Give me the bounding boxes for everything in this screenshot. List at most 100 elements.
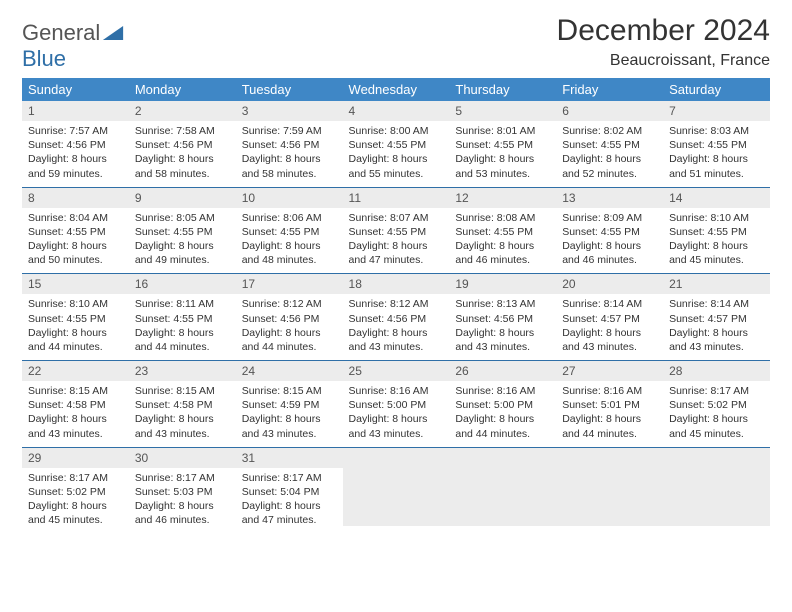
calendar-day-cell: 3Sunrise: 7:59 AMSunset: 4:56 PMDaylight…	[236, 101, 343, 187]
page-title: December 2024	[557, 14, 770, 48]
day-details: Sunrise: 7:57 AMSunset: 4:56 PMDaylight:…	[22, 121, 129, 187]
empty-day	[556, 448, 663, 468]
day-details: Sunrise: 8:11 AMSunset: 4:55 PMDaylight:…	[129, 294, 236, 360]
day-number: 23	[129, 361, 236, 381]
day-number: 28	[663, 361, 770, 381]
logo-word2: Blue	[22, 46, 66, 71]
empty-day	[449, 448, 556, 468]
calendar-day-cell: 16Sunrise: 8:11 AMSunset: 4:55 PMDayligh…	[129, 274, 236, 361]
calendar-day-cell	[556, 447, 663, 533]
day-number: 24	[236, 361, 343, 381]
logo-word1: General	[22, 20, 100, 45]
calendar-day-cell: 24Sunrise: 8:15 AMSunset: 4:59 PMDayligh…	[236, 361, 343, 448]
day-number: 16	[129, 274, 236, 294]
calendar-day-cell: 30Sunrise: 8:17 AMSunset: 5:03 PMDayligh…	[129, 447, 236, 533]
day-details: Sunrise: 8:10 AMSunset: 4:55 PMDaylight:…	[22, 294, 129, 360]
weekday-header: Tuesday	[236, 78, 343, 101]
calendar-day-cell: 14Sunrise: 8:10 AMSunset: 4:55 PMDayligh…	[663, 187, 770, 274]
calendar-day-cell: 4Sunrise: 8:00 AMSunset: 4:55 PMDaylight…	[343, 101, 450, 187]
logo-triangle-icon	[102, 26, 124, 40]
day-details: Sunrise: 8:14 AMSunset: 4:57 PMDaylight:…	[663, 294, 770, 360]
header: GeneralBlue December 2024 Beaucroissant,…	[22, 14, 770, 72]
calendar-day-cell: 7Sunrise: 8:03 AMSunset: 4:55 PMDaylight…	[663, 101, 770, 187]
calendar-day-cell: 25Sunrise: 8:16 AMSunset: 5:00 PMDayligh…	[343, 361, 450, 448]
weekday-header: Sunday	[22, 78, 129, 101]
day-details: Sunrise: 8:13 AMSunset: 4:56 PMDaylight:…	[449, 294, 556, 360]
calendar-day-cell: 22Sunrise: 8:15 AMSunset: 4:58 PMDayligh…	[22, 361, 129, 448]
calendar-day-cell: 19Sunrise: 8:13 AMSunset: 4:56 PMDayligh…	[449, 274, 556, 361]
day-details: Sunrise: 8:17 AMSunset: 5:03 PMDaylight:…	[129, 468, 236, 534]
weekday-header: Thursday	[449, 78, 556, 101]
day-details: Sunrise: 8:03 AMSunset: 4:55 PMDaylight:…	[663, 121, 770, 187]
day-number: 6	[556, 101, 663, 121]
calendar-day-cell: 2Sunrise: 7:58 AMSunset: 4:56 PMDaylight…	[129, 101, 236, 187]
calendar-day-cell: 29Sunrise: 8:17 AMSunset: 5:02 PMDayligh…	[22, 447, 129, 533]
day-details: Sunrise: 8:16 AMSunset: 5:01 PMDaylight:…	[556, 381, 663, 447]
day-details: Sunrise: 8:15 AMSunset: 4:59 PMDaylight:…	[236, 381, 343, 447]
calendar-day-cell: 31Sunrise: 8:17 AMSunset: 5:04 PMDayligh…	[236, 447, 343, 533]
day-number: 17	[236, 274, 343, 294]
calendar-week-row: 29Sunrise: 8:17 AMSunset: 5:02 PMDayligh…	[22, 447, 770, 533]
day-details: Sunrise: 8:17 AMSunset: 5:02 PMDaylight:…	[22, 468, 129, 534]
day-details: Sunrise: 8:15 AMSunset: 4:58 PMDaylight:…	[129, 381, 236, 447]
calendar-day-cell: 23Sunrise: 8:15 AMSunset: 4:58 PMDayligh…	[129, 361, 236, 448]
weekday-header: Monday	[129, 78, 236, 101]
day-number: 10	[236, 188, 343, 208]
day-number: 14	[663, 188, 770, 208]
empty-day	[343, 448, 450, 468]
calendar-day-cell: 13Sunrise: 8:09 AMSunset: 4:55 PMDayligh…	[556, 187, 663, 274]
day-details: Sunrise: 8:05 AMSunset: 4:55 PMDaylight:…	[129, 208, 236, 274]
day-number: 20	[556, 274, 663, 294]
day-details: Sunrise: 8:09 AMSunset: 4:55 PMDaylight:…	[556, 208, 663, 274]
day-number: 18	[343, 274, 450, 294]
day-number: 27	[556, 361, 663, 381]
logo: GeneralBlue	[22, 20, 124, 72]
calendar-day-cell: 6Sunrise: 8:02 AMSunset: 4:55 PMDaylight…	[556, 101, 663, 187]
day-number: 1	[22, 101, 129, 121]
day-details: Sunrise: 8:06 AMSunset: 4:55 PMDaylight:…	[236, 208, 343, 274]
day-number: 30	[129, 448, 236, 468]
calendar-week-row: 22Sunrise: 8:15 AMSunset: 4:58 PMDayligh…	[22, 361, 770, 448]
day-number: 11	[343, 188, 450, 208]
calendar-day-cell: 28Sunrise: 8:17 AMSunset: 5:02 PMDayligh…	[663, 361, 770, 448]
day-number: 15	[22, 274, 129, 294]
calendar-day-cell	[663, 447, 770, 533]
day-details: Sunrise: 8:12 AMSunset: 4:56 PMDaylight:…	[236, 294, 343, 360]
day-details: Sunrise: 8:08 AMSunset: 4:55 PMDaylight:…	[449, 208, 556, 274]
day-details: Sunrise: 8:14 AMSunset: 4:57 PMDaylight:…	[556, 294, 663, 360]
calendar-day-cell: 12Sunrise: 8:08 AMSunset: 4:55 PMDayligh…	[449, 187, 556, 274]
calendar-day-cell: 15Sunrise: 8:10 AMSunset: 4:55 PMDayligh…	[22, 274, 129, 361]
calendar-day-cell: 1Sunrise: 7:57 AMSunset: 4:56 PMDaylight…	[22, 101, 129, 187]
day-details: Sunrise: 7:58 AMSunset: 4:56 PMDaylight:…	[129, 121, 236, 187]
day-number: 29	[22, 448, 129, 468]
day-number: 12	[449, 188, 556, 208]
weekday-header-row: SundayMondayTuesdayWednesdayThursdayFrid…	[22, 78, 770, 101]
day-details: Sunrise: 8:17 AMSunset: 5:04 PMDaylight:…	[236, 468, 343, 534]
calendar-day-cell: 27Sunrise: 8:16 AMSunset: 5:01 PMDayligh…	[556, 361, 663, 448]
day-details: Sunrise: 8:15 AMSunset: 4:58 PMDaylight:…	[22, 381, 129, 447]
calendar-day-cell: 26Sunrise: 8:16 AMSunset: 5:00 PMDayligh…	[449, 361, 556, 448]
day-number: 22	[22, 361, 129, 381]
day-number: 5	[449, 101, 556, 121]
calendar-day-cell: 5Sunrise: 8:01 AMSunset: 4:55 PMDaylight…	[449, 101, 556, 187]
calendar-week-row: 15Sunrise: 8:10 AMSunset: 4:55 PMDayligh…	[22, 274, 770, 361]
calendar-day-cell: 11Sunrise: 8:07 AMSunset: 4:55 PMDayligh…	[343, 187, 450, 274]
day-details: Sunrise: 7:59 AMSunset: 4:56 PMDaylight:…	[236, 121, 343, 187]
empty-day	[663, 448, 770, 468]
day-details: Sunrise: 8:00 AMSunset: 4:55 PMDaylight:…	[343, 121, 450, 187]
day-details: Sunrise: 8:01 AMSunset: 4:55 PMDaylight:…	[449, 121, 556, 187]
calendar-week-row: 1Sunrise: 7:57 AMSunset: 4:56 PMDaylight…	[22, 101, 770, 187]
calendar-table: SundayMondayTuesdayWednesdayThursdayFrid…	[22, 78, 770, 533]
weekday-header: Friday	[556, 78, 663, 101]
day-details: Sunrise: 8:02 AMSunset: 4:55 PMDaylight:…	[556, 121, 663, 187]
calendar-day-cell	[343, 447, 450, 533]
calendar-day-cell: 18Sunrise: 8:12 AMSunset: 4:56 PMDayligh…	[343, 274, 450, 361]
day-details: Sunrise: 8:07 AMSunset: 4:55 PMDaylight:…	[343, 208, 450, 274]
weekday-header: Saturday	[663, 78, 770, 101]
day-number: 26	[449, 361, 556, 381]
calendar-day-cell: 21Sunrise: 8:14 AMSunset: 4:57 PMDayligh…	[663, 274, 770, 361]
calendar-day-cell: 9Sunrise: 8:05 AMSunset: 4:55 PMDaylight…	[129, 187, 236, 274]
calendar-day-cell: 17Sunrise: 8:12 AMSunset: 4:56 PMDayligh…	[236, 274, 343, 361]
day-number: 4	[343, 101, 450, 121]
day-number: 2	[129, 101, 236, 121]
